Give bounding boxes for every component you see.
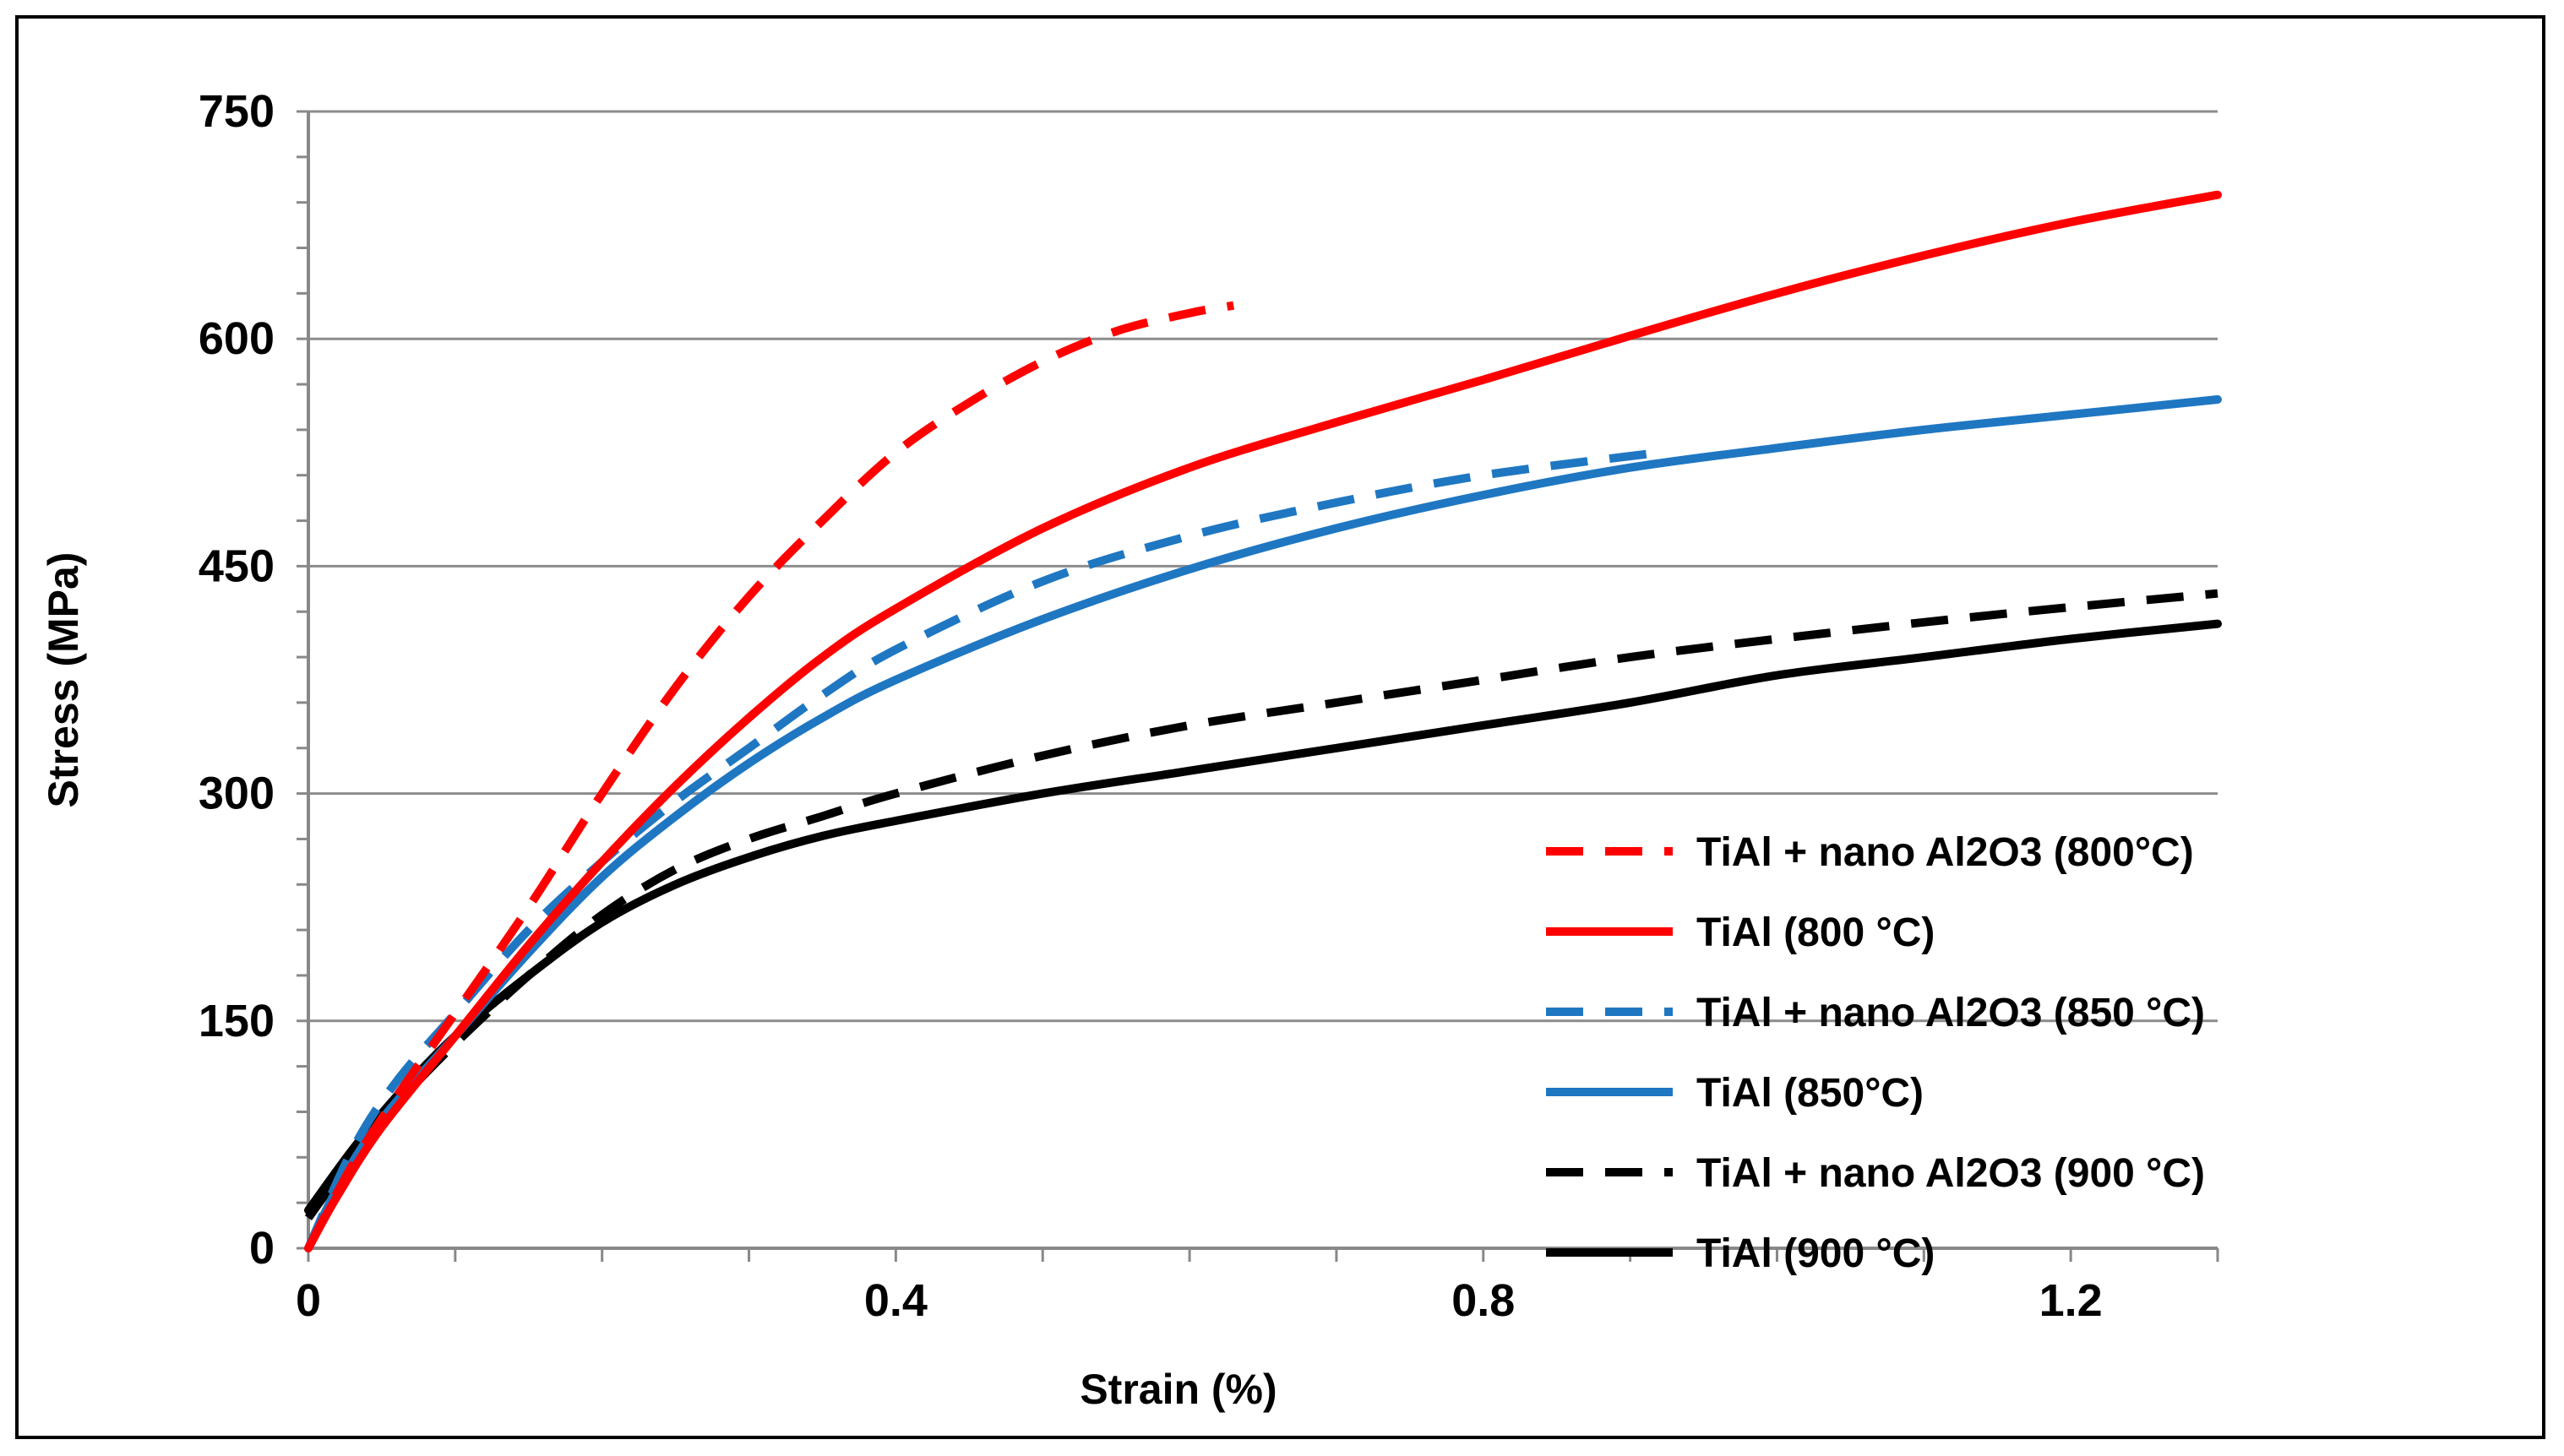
x-tick-label: 1.2 — [2039, 1275, 2103, 1326]
y-tick-label: 750 — [199, 86, 275, 137]
y-tick-label: 600 — [199, 313, 275, 364]
y-tick-label: 150 — [199, 996, 275, 1046]
x-tick-label: 0.8 — [1451, 1275, 1515, 1326]
series-line — [304, 395, 2222, 1252]
legend-label: TiAl (850°C) — [1696, 1071, 1924, 1116]
series-line — [304, 301, 1235, 1251]
x-tick-label: 0 — [296, 1275, 321, 1326]
legend-label: TiAl + nano Al2O3 (800°C) — [1696, 830, 2194, 875]
gridlines — [308, 110, 2218, 1023]
series-line — [304, 589, 2218, 1221]
figure-frame — [15, 15, 2545, 1439]
series-line — [304, 190, 2222, 1252]
legend-label: TiAl (900 °C) — [1696, 1231, 1935, 1276]
y-axis-title: Stress (MPa) — [40, 552, 87, 808]
legend-label: TiAl + nano Al2O3 (850 °C) — [1696, 991, 2205, 1035]
x-tick-label: 0.4 — [864, 1275, 928, 1326]
x-axis-title: Strain (%) — [1080, 1366, 1277, 1413]
y-tick-label: 300 — [199, 769, 275, 819]
series-line — [304, 448, 1661, 1251]
legend-label: TiAl + nano Al2O3 (900 °C) — [1696, 1151, 2205, 1196]
y-tick-label: 0 — [249, 1223, 275, 1274]
data-series — [304, 190, 2222, 1252]
y-tick-label: 450 — [199, 541, 275, 591]
legend-label: TiAl (800 °C) — [1696, 910, 1935, 955]
minor-ticks — [297, 110, 2219, 1262]
tick-labels: 0 150 300 450 600 750 0 0.4 0.8 1.2 — [199, 86, 2103, 1326]
legend: TiAl + nano Al2O3 (800°C) TiAl (800 °C) Ti… — [1546, 830, 2205, 1276]
axes — [307, 111, 2218, 1250]
